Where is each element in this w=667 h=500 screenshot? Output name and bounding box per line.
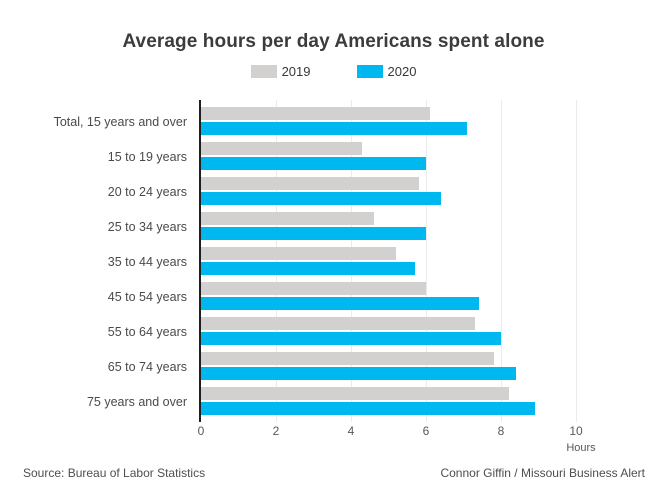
bar-pair-row xyxy=(201,282,629,317)
y-axis-line xyxy=(199,100,201,422)
credit-note: Connor Giffin / Missouri Business Alert xyxy=(440,466,645,480)
category-label: 20 to 24 years xyxy=(107,184,187,199)
bar-rows xyxy=(201,107,629,422)
bar-2019-3 xyxy=(201,177,419,190)
bar-2020-5 xyxy=(201,262,415,275)
legend-swatch-2020 xyxy=(356,65,383,78)
bar-pair-row xyxy=(201,177,629,212)
gridline-6 xyxy=(426,100,427,422)
bar-2019-9 xyxy=(201,387,509,400)
legend-item-2020: 2020 xyxy=(356,64,417,79)
bar-pair-row xyxy=(201,387,629,422)
bar-2020-8 xyxy=(201,367,516,380)
bar-2020-2 xyxy=(201,157,426,170)
x-tick-label-8: 8 xyxy=(497,424,505,438)
x-tick-label-2: 2 xyxy=(272,424,280,438)
legend-label-2019: 2019 xyxy=(281,64,311,79)
chart-title: Average hours per day Americans spent al… xyxy=(122,31,545,52)
source-note: Source: Bureau of Labor Statistics xyxy=(23,466,206,480)
bar-pair-row xyxy=(201,352,629,387)
bar-2019-5 xyxy=(201,247,396,260)
category-label: 35 to 44 years xyxy=(107,254,187,269)
bar-2020-3 xyxy=(201,192,441,205)
bar-2019-8 xyxy=(201,352,494,365)
bar-2020-4 xyxy=(201,227,426,240)
bar-pair-row xyxy=(201,107,629,142)
bar-2020-7 xyxy=(201,332,501,345)
x-tick-label-4: 4 xyxy=(347,424,355,438)
category-label: Total, 15 years and over xyxy=(53,114,187,129)
bar-2019-2 xyxy=(201,142,363,155)
x-tick-label-0: 0 xyxy=(197,424,205,438)
gridline-2 xyxy=(276,100,277,422)
gridline-10 xyxy=(576,100,577,422)
x-tick-label-6: 6 xyxy=(422,424,430,438)
category-label: 15 to 19 years xyxy=(107,149,187,164)
bar-2019-6 xyxy=(201,282,426,295)
gridline-4 xyxy=(351,100,352,422)
bar-pair-row xyxy=(201,142,629,177)
plot-area xyxy=(199,100,629,422)
category-label: 75 years and over xyxy=(86,394,187,409)
legend-item-2019: 2019 xyxy=(250,64,311,79)
bar-2019-4 xyxy=(201,212,374,225)
category-label: 55 to 64 years xyxy=(107,324,187,339)
bar-2020-6 xyxy=(201,297,479,310)
bar-2019-1 xyxy=(201,107,430,120)
category-label: 65 to 74 years xyxy=(107,359,187,374)
bar-2020-9 xyxy=(201,402,535,415)
legend: 2019 2020 xyxy=(0,64,667,79)
bar-2020-1 xyxy=(201,122,468,135)
category-axis: Total, 15 years and over 15 to 19 years 20… xyxy=(0,107,194,422)
legend-label-2020: 2020 xyxy=(387,64,417,79)
bar-2019-7 xyxy=(201,317,475,330)
x-tick-label-10: 10 xyxy=(569,424,583,438)
category-label: 25 to 34 years xyxy=(107,219,187,234)
x-axis-unit-label: Hours xyxy=(566,442,596,454)
bar-pair-row xyxy=(201,212,629,247)
bar-pair-row xyxy=(201,247,629,282)
category-label: 45 to 54 years xyxy=(107,289,187,304)
bar-pair-row xyxy=(201,317,629,352)
gridline-8 xyxy=(501,100,502,422)
legend-swatch-2019 xyxy=(250,65,277,78)
